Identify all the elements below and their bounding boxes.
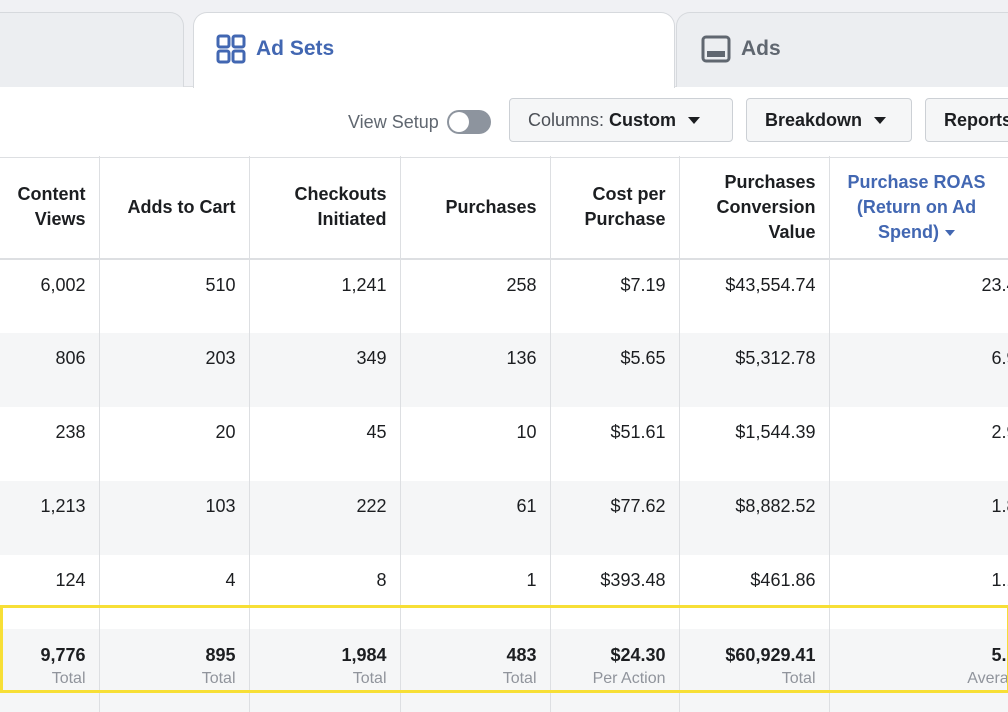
table-cell: 1.17: [829, 555, 1008, 629]
total-value: 5.24: [838, 643, 1008, 667]
data-table: Content Views Adds to Cart Checkouts Ini…: [0, 156, 1008, 712]
column-header-sorted[interactable]: Purchase ROAS (Return on Ad Spend): [829, 156, 1008, 259]
reports-label: Reports: [944, 110, 1008, 131]
table-cell: $461.86: [679, 555, 829, 629]
table-cell: 10: [400, 407, 550, 481]
columns-value: Custom: [609, 110, 676, 131]
column-header[interactable]: Checkouts Initiated: [249, 156, 400, 259]
column-header[interactable]: Purchases Conversion Value: [679, 156, 829, 259]
table-cell: 222: [249, 481, 400, 555]
table-cell: $5,312.78: [679, 333, 829, 407]
table-cell: 6.92: [829, 333, 1008, 407]
total-cell: 5.24Average: [829, 629, 1008, 712]
tab-ads[interactable]: Ads: [676, 12, 1008, 87]
table-cell: 23.47: [829, 259, 1008, 333]
table-cell: 258: [400, 259, 550, 333]
breakdown-dropdown[interactable]: Breakdown: [746, 98, 912, 142]
table-cell: $7.19: [550, 259, 679, 333]
sort-descending-icon[interactable]: [945, 230, 955, 236]
total-value: $24.30: [559, 643, 666, 667]
total-value: 895: [108, 643, 236, 667]
table-cell: 238: [0, 407, 99, 481]
total-label: Total: [258, 667, 387, 691]
toggle-knob: [449, 112, 469, 132]
table-cell: $8,882.52: [679, 481, 829, 555]
column-header[interactable]: Cost per Purchase: [550, 156, 679, 259]
tab-ad-sets[interactable]: Ad Sets: [193, 12, 675, 88]
tab-ad-sets-label: Ad Sets: [256, 37, 334, 61]
sorted-column-label: Purchase ROAS (Return on Ad Spend): [847, 172, 985, 242]
table-cell: 4: [99, 555, 249, 629]
table-cell: 45: [249, 407, 400, 481]
grid-icon: [216, 34, 246, 64]
total-value: $60,929.41: [688, 643, 816, 667]
total-value: 1,984: [258, 643, 387, 667]
total-label: Total: [8, 667, 86, 691]
table-cell: 124: [0, 555, 99, 629]
total-label: Total: [688, 667, 816, 691]
column-header[interactable]: Purchases: [400, 156, 550, 259]
table-cell: 510: [99, 259, 249, 333]
caret-down-icon: [688, 117, 700, 124]
column-header[interactable]: Content Views: [0, 156, 99, 259]
table-cell: 61: [400, 481, 550, 555]
total-value: 9,776: [8, 643, 86, 667]
table-cell: $393.48: [550, 555, 679, 629]
columns-prefix: Columns:: [528, 110, 604, 131]
total-value: 483: [409, 643, 537, 667]
tab-bar: Ad Sets Ads: [0, 0, 1008, 87]
table-cell: 6,002: [0, 259, 99, 333]
table-cell: 1,241: [249, 259, 400, 333]
total-label: Total: [108, 667, 236, 691]
table-cell: $43,554.74: [679, 259, 829, 333]
table-cell: $5.65: [550, 333, 679, 407]
caret-down-icon: [874, 117, 886, 124]
table-header-row: Content Views Adds to Cart Checkouts Ini…: [0, 156, 1008, 259]
tab-ads-label: Ads: [741, 37, 781, 61]
table-cell: 20: [99, 407, 249, 481]
table-cell: $77.62: [550, 481, 679, 555]
table-cell: 1: [400, 555, 550, 629]
table-cell: $51.61: [550, 407, 679, 481]
table-cell: 2.99: [829, 407, 1008, 481]
toolbar: View Setup Columns: Custom Breakdown Rep…: [0, 87, 1008, 158]
table-cell: 8: [249, 555, 400, 629]
columns-dropdown[interactable]: Columns: Custom: [509, 98, 733, 142]
table-cell: 136: [400, 333, 550, 407]
reports-button[interactable]: Reports: [925, 98, 1008, 142]
table-cell: 806: [0, 333, 99, 407]
view-setup-label: View Setup: [348, 112, 439, 133]
total-label: Average: [838, 667, 1008, 691]
ad-preview-icon: [701, 35, 731, 63]
breakdown-label: Breakdown: [765, 110, 862, 131]
table-cell: $1,544.39: [679, 407, 829, 481]
table-cell: 1,213: [0, 481, 99, 555]
table-cell: 1.88: [829, 481, 1008, 555]
table-cell: 103: [99, 481, 249, 555]
total-label: Total: [409, 667, 537, 691]
view-setup-toggle[interactable]: [447, 110, 491, 134]
view-setup: View Setup: [348, 109, 491, 135]
total-label: Per Action: [559, 667, 666, 691]
column-header[interactable]: Adds to Cart: [99, 156, 249, 259]
tab-campaigns[interactable]: [0, 12, 184, 87]
table-cell: 203: [99, 333, 249, 407]
table-cell: 349: [249, 333, 400, 407]
